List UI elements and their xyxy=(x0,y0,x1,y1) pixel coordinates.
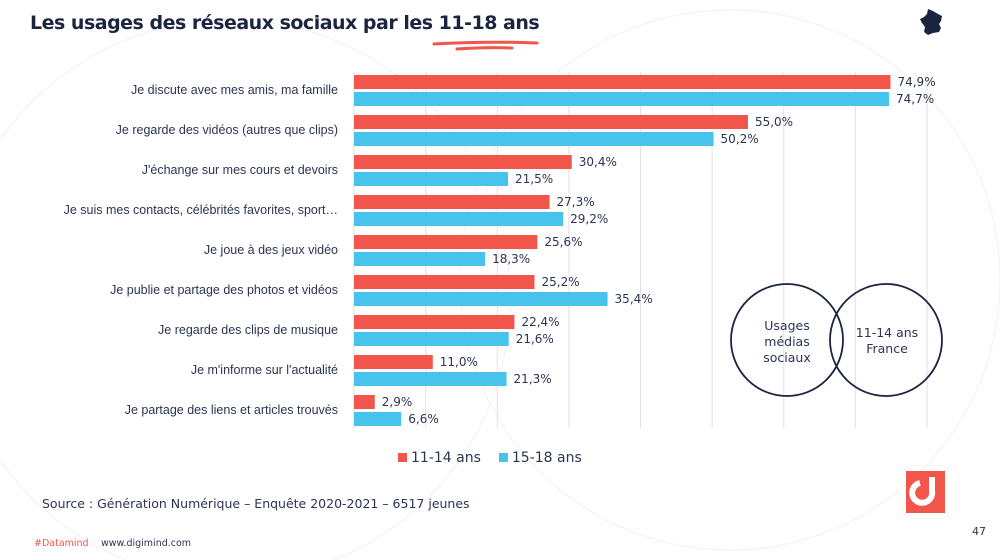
data-label: 2,9% xyxy=(381,395,413,409)
category-label: Je joue à des jeux vidéo xyxy=(203,243,338,257)
data-label: 21,3% xyxy=(513,372,552,386)
data-label: 29,2% xyxy=(570,212,609,226)
data-label: 21,5% xyxy=(514,172,554,186)
venn-left-label: Usages médias sociaux xyxy=(763,318,811,365)
category-label: Je regarde des clips de musique xyxy=(158,323,338,337)
category-label: Je suis mes contacts, célébrités favorit… xyxy=(63,203,338,217)
bar-15-18 xyxy=(354,132,714,146)
bar-11-14 xyxy=(354,315,515,329)
bar-15-18 xyxy=(354,332,509,346)
legend-swatch xyxy=(398,453,407,462)
data-label: 30,4% xyxy=(578,155,617,169)
category-label: Je publie et partage des photos et vidéo… xyxy=(110,283,338,297)
bar-11-14 xyxy=(354,355,433,369)
bar-15-18 xyxy=(354,252,486,266)
venn-circle-right xyxy=(829,283,943,397)
legend-label: 15-18 ans xyxy=(511,450,582,466)
bar-15-18 xyxy=(354,292,608,306)
legend: 11-14 ans 15-18 ans xyxy=(398,450,582,466)
legend-swatch xyxy=(498,453,508,462)
data-label: 55,0% xyxy=(754,115,794,129)
category-label: Je m'informe sur l'actualité xyxy=(190,363,338,377)
website-link[interactable]: www.digimind.com xyxy=(101,538,192,549)
france-map-icon xyxy=(920,9,942,35)
bar-15-18 xyxy=(354,372,507,386)
data-label: 25,2% xyxy=(541,275,580,289)
bar-11-14 xyxy=(354,395,375,409)
bar-15-18 xyxy=(354,92,890,106)
bar-15-18 xyxy=(354,212,564,226)
data-label: 35,4% xyxy=(614,292,653,306)
venn-right-label: 11-14 ans France xyxy=(855,325,919,356)
bar-11-14 xyxy=(354,235,538,249)
source-note: Source : Génération Numérique – Enquête … xyxy=(42,496,470,511)
bar-11-14 xyxy=(354,275,535,289)
page-number: 47 xyxy=(972,525,986,538)
legend-label: 11-14 ans xyxy=(411,450,481,466)
digimind-logo xyxy=(906,471,945,513)
data-label: 18,3% xyxy=(492,252,531,266)
data-label: 74,9% xyxy=(897,75,936,89)
legend-item-15-18: 15-18 ans xyxy=(498,450,582,466)
bar-15-18 xyxy=(354,412,402,426)
page-title: Les usages des réseaux sociaux par les 1… xyxy=(30,12,540,34)
data-label: 25,6% xyxy=(544,235,583,249)
data-label: 22,4% xyxy=(521,315,560,329)
bar-11-14 xyxy=(354,75,891,89)
category-label: Je discute avec mes amis, ma famille xyxy=(130,83,338,97)
data-label: 6,6% xyxy=(408,412,439,426)
data-label: 50,2% xyxy=(720,132,759,146)
data-label: 21,6% xyxy=(515,332,554,346)
title-underline xyxy=(432,40,539,51)
data-label: 74,7% xyxy=(896,92,935,106)
bar-11-14 xyxy=(354,195,550,209)
bar-11-14 xyxy=(354,115,748,129)
data-label: 11,0% xyxy=(439,355,478,369)
category-label: Je partage des liens et articles trouvés xyxy=(124,403,338,417)
hashtag: #Datamind xyxy=(34,538,89,549)
data-label: 27,3% xyxy=(556,195,595,209)
bar-15-18 xyxy=(354,172,508,186)
venn-circle-left xyxy=(730,283,844,397)
category-label: J'échange sur mes cours et devoirs xyxy=(141,163,338,177)
bar-11-14 xyxy=(354,155,572,169)
category-label: Je regarde des vidéos (autres que clips) xyxy=(115,123,338,137)
legend-item-11-14: 11-14 ans xyxy=(398,450,481,466)
